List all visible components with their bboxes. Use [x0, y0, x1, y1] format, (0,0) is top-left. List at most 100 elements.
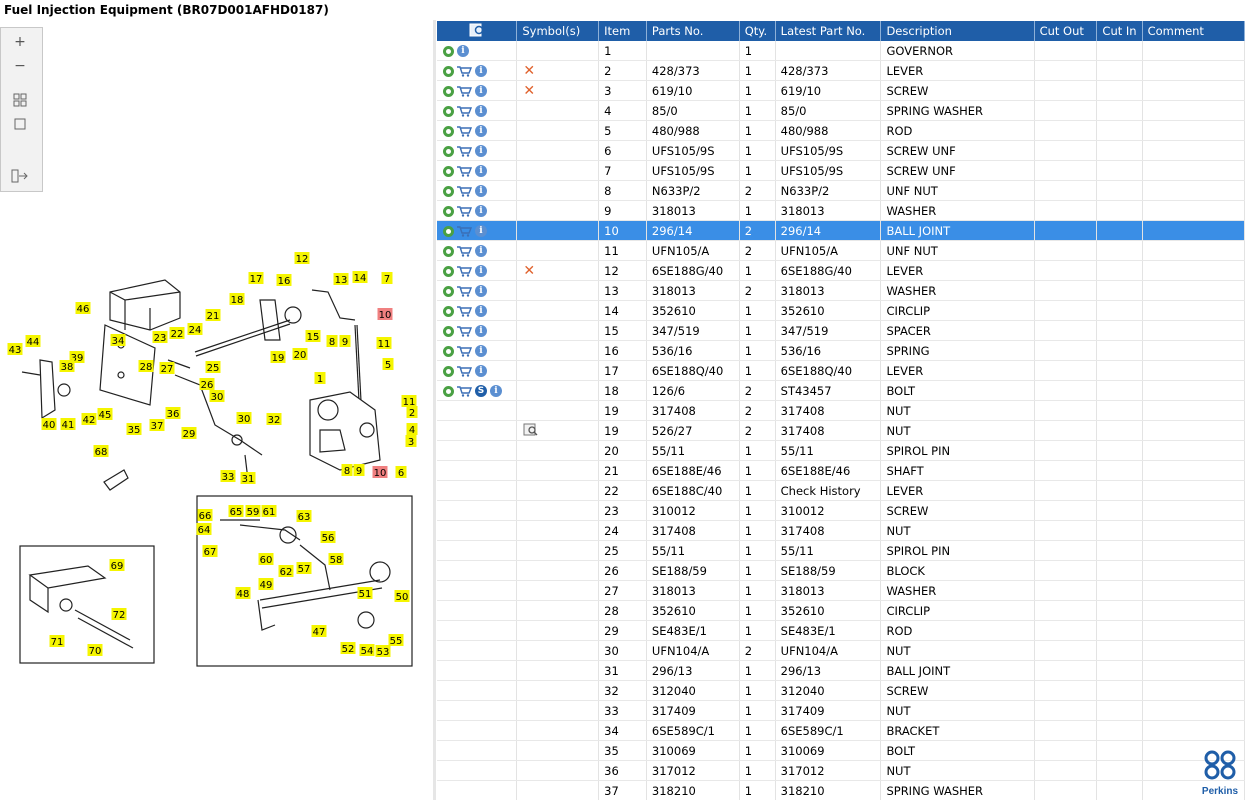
- gear-icon[interactable]: [443, 345, 454, 357]
- callout-tag[interactable]: 10: [377, 308, 393, 321]
- callout-tag[interactable]: 38: [59, 360, 75, 373]
- callout-tag[interactable]: 4: [406, 423, 418, 436]
- cart-icon[interactable]: [457, 205, 472, 217]
- column-header-cut-out[interactable]: Cut Out: [1034, 21, 1098, 41]
- table-row[interactable]: 19 317408 2 317408 NUT: [437, 400, 1245, 421]
- zoom-in-button[interactable]: +: [9, 32, 31, 52]
- table-row[interactable]: 19 526/27 2 317408 NUT: [437, 420, 1245, 441]
- table-row[interactable]: 33 317409 1 317409 NUT: [437, 700, 1245, 721]
- callout-tag[interactable]: 24: [187, 323, 203, 336]
- callout-tag[interactable]: 49: [258, 578, 274, 591]
- callout-tag[interactable]: 25: [205, 361, 221, 374]
- info-icon[interactable]: i: [490, 385, 502, 397]
- column-header-cut-in[interactable]: Cut In: [1096, 21, 1143, 41]
- cart-icon[interactable]: [457, 385, 472, 397]
- gear-icon[interactable]: [443, 245, 454, 257]
- callout-tag[interactable]: 37: [149, 419, 165, 432]
- cart-icon[interactable]: [457, 65, 472, 77]
- table-row[interactable]: 32 312040 1 312040 SCREW: [437, 680, 1245, 701]
- zoom-out-button[interactable]: −: [9, 56, 31, 76]
- pane-splitter[interactable]: [433, 20, 436, 800]
- callout-tag[interactable]: 5: [382, 358, 394, 371]
- callout-tag[interactable]: 70: [87, 644, 103, 657]
- cart-icon[interactable]: [457, 225, 472, 237]
- table-row[interactable]: 27 318013 1 318013 WASHER: [437, 580, 1245, 601]
- table-row[interactable]: 37 318210 1 318210 SPRING WASHER: [437, 780, 1245, 800]
- table-row[interactable]: i 10 296/14 2 296/14 BALL JOINT: [437, 220, 1245, 241]
- callout-tag[interactable]: 33: [220, 470, 236, 483]
- callout-tag[interactable]: 48: [235, 587, 251, 600]
- gear-icon[interactable]: [443, 365, 454, 377]
- gear-icon[interactable]: [443, 305, 454, 317]
- column-header-comment[interactable]: Comment: [1142, 21, 1245, 41]
- gear-icon[interactable]: [443, 325, 454, 337]
- column-header-latest-part-no[interactable]: Latest Part No.: [775, 21, 882, 41]
- callout-tag[interactable]: 72: [111, 608, 127, 621]
- cart-icon[interactable]: [457, 265, 472, 277]
- callout-tag[interactable]: 2: [406, 406, 418, 419]
- callout-tag[interactable]: 52: [340, 642, 356, 655]
- table-row[interactable]: 29 SE483E/1 1 SE483E/1 ROD: [437, 620, 1245, 641]
- callout-tag[interactable]: 30: [236, 412, 252, 425]
- callout-tag[interactable]: 43: [7, 343, 23, 356]
- column-header-parts-no[interactable]: Parts No.: [646, 21, 740, 41]
- callout-tag[interactable]: 29: [181, 427, 197, 440]
- table-row[interactable]: i 16 536/16 1 536/16 SPRING: [437, 340, 1245, 361]
- callout-tag[interactable]: 19: [270, 351, 286, 364]
- info-icon[interactable]: i: [475, 85, 487, 97]
- gear-icon[interactable]: [443, 125, 454, 137]
- info-icon[interactable]: i: [457, 45, 469, 57]
- cart-icon[interactable]: [457, 325, 472, 337]
- gear-icon[interactable]: [443, 205, 454, 217]
- cart-icon[interactable]: [457, 165, 472, 177]
- table-row[interactable]: i 1 1 GOVERNOR: [437, 41, 1245, 61]
- callout-tag[interactable]: 34: [110, 334, 126, 347]
- info-icon[interactable]: i: [475, 245, 487, 257]
- callout-tag[interactable]: 63: [296, 510, 312, 523]
- callout-tag[interactable]: 22: [169, 327, 185, 340]
- table-row[interactable]: i 17 6SE188Q/40 1 6SE188Q/40 LEVER: [437, 360, 1245, 381]
- callout-tag[interactable]: 32: [266, 413, 282, 426]
- callout-tag[interactable]: 53: [375, 645, 391, 658]
- table-row[interactable]: 20 55/11 1 55/11 SPIROL PIN: [437, 440, 1245, 461]
- callout-tag[interactable]: 58: [328, 553, 344, 566]
- supersession-icon[interactable]: S: [475, 385, 487, 397]
- callout-tag[interactable]: 17: [248, 272, 264, 285]
- table-row[interactable]: i 9 318013 1 318013 WASHER: [437, 200, 1245, 221]
- table-row[interactable]: 28 352610 1 352610 CIRCLIP: [437, 600, 1245, 621]
- table-row[interactable]: 25 55/11 1 55/11 SPIROL PIN: [437, 540, 1245, 561]
- cart-icon[interactable]: [457, 125, 472, 137]
- gear-icon[interactable]: [443, 65, 454, 77]
- callout-tag[interactable]: 7: [381, 272, 393, 285]
- cart-icon[interactable]: [457, 365, 472, 377]
- info-icon[interactable]: i: [475, 205, 487, 217]
- callout-tag[interactable]: 56: [320, 531, 336, 544]
- callout-tag[interactable]: 9: [339, 335, 351, 348]
- gear-icon[interactable]: [443, 225, 454, 237]
- table-row[interactable]: i 13 318013 2 318013 WASHER: [437, 280, 1245, 301]
- callout-tag[interactable]: 35: [126, 423, 142, 436]
- table-row[interactable]: i 8 N633P/2 2 N633P/2 UNF NUT: [437, 180, 1245, 201]
- callout-tag[interactable]: 8: [326, 335, 338, 348]
- cart-icon[interactable]: [457, 285, 472, 297]
- diagram-pane[interactable]: + −: [0, 20, 433, 800]
- callout-tag[interactable]: 14: [352, 271, 368, 284]
- gear-icon[interactable]: [443, 145, 454, 157]
- table-row[interactable]: 36 317012 1 317012 NUT: [437, 760, 1245, 781]
- callout-tag[interactable]: 21: [205, 309, 221, 322]
- callout-tag[interactable]: 69: [109, 559, 125, 572]
- cart-icon[interactable]: [457, 305, 472, 317]
- info-icon[interactable]: i: [475, 305, 487, 317]
- callout-tag[interactable]: 23: [152, 331, 168, 344]
- fit-all-button[interactable]: [9, 90, 31, 110]
- callout-tag[interactable]: 45: [97, 408, 113, 421]
- callout-tag[interactable]: 28: [138, 360, 154, 373]
- gear-icon[interactable]: [443, 285, 454, 297]
- cart-icon[interactable]: [457, 345, 472, 357]
- callout-tag[interactable]: 62: [278, 565, 294, 578]
- info-icon[interactable]: i: [475, 285, 487, 297]
- callout-tag[interactable]: 27: [159, 362, 175, 375]
- table-row[interactable]: 26 SE188/59 1 SE188/59 BLOCK: [437, 560, 1245, 581]
- callout-tag[interactable]: 44: [25, 335, 41, 348]
